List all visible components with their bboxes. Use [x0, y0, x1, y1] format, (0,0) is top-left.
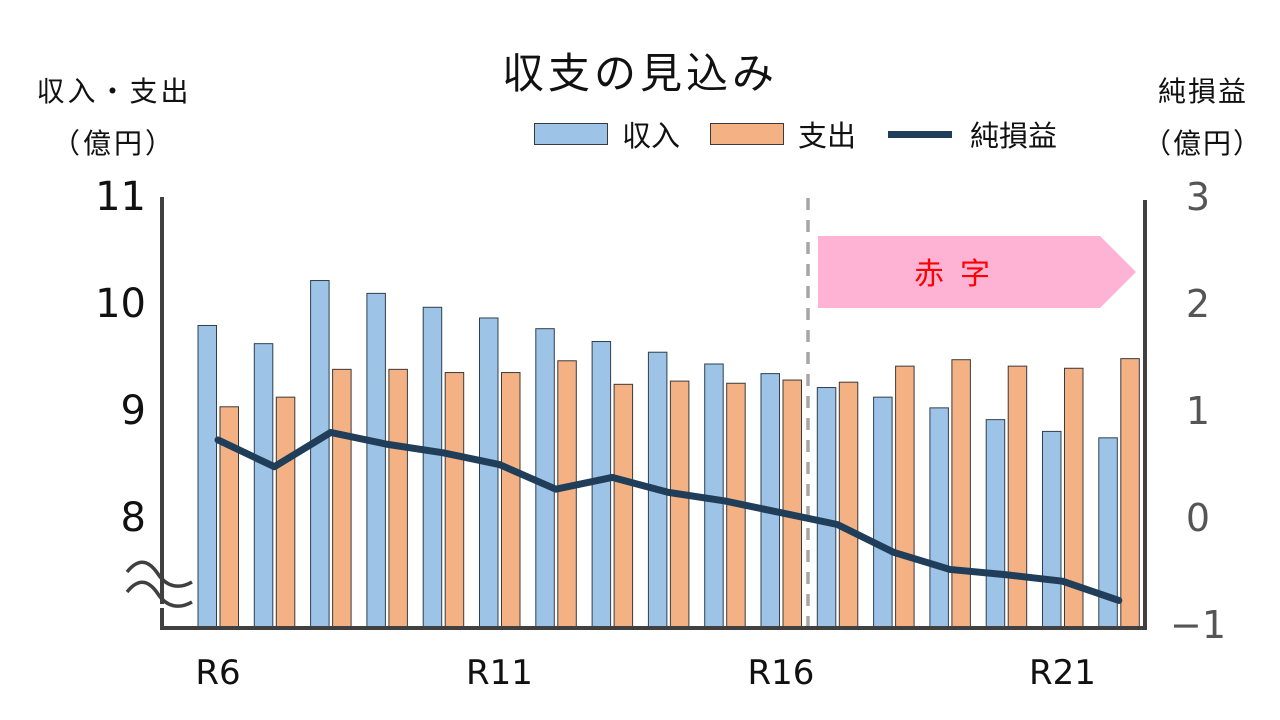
legend-item-net: 純損益 [886, 113, 1057, 155]
right-axis-label-line1: 純損益 [1157, 75, 1248, 108]
chart-title: 収支の見込み [501, 49, 778, 98]
bar-revenue [816, 387, 837, 629]
legend-item-revenue: 収入 [534, 113, 680, 155]
right-axis-tick-label: 1 [1186, 389, 1210, 433]
bar-expense [1120, 358, 1140, 629]
bar-expense [444, 372, 465, 629]
x-axis-tick-label: R11 [466, 653, 533, 693]
bar-expense [557, 360, 577, 629]
bar-expense [895, 365, 915, 629]
bar-expense [1007, 365, 1028, 629]
legend-label-revenue: 収入 [622, 119, 681, 153]
bar-revenue [985, 419, 1006, 629]
bar-revenue [366, 292, 386, 629]
legend-line-net [888, 130, 953, 138]
bar-expense [275, 396, 296, 629]
bar-revenue [253, 343, 274, 629]
right-axis-label: 純損益 （億円） [1128, 66, 1278, 170]
left-axis-tick-label: 8 [121, 495, 146, 541]
right-axis-tick-label: 3 [1186, 175, 1210, 219]
bar-expense [613, 383, 634, 629]
bar-revenue [873, 396, 893, 629]
bar-revenue [479, 317, 499, 629]
bar-expense [782, 379, 802, 629]
left-axis-label-line2: （億円） [51, 127, 176, 160]
legend-label-expense: 支出 [798, 119, 857, 153]
left-axis-label-line1: 収入・支出 [36, 75, 192, 108]
deficit-label: 赤字 [914, 257, 1006, 292]
x-axis-tick-label: R6 [195, 653, 240, 693]
x-axis-tick-label: R16 [748, 653, 815, 693]
bar-expense [838, 381, 859, 629]
deficit-arrow [818, 236, 1136, 308]
legend: 収入 支出 純損益 [534, 114, 1057, 154]
bar-revenue [422, 306, 443, 629]
bar-expense [669, 380, 690, 629]
left-axis-tick-label: 9 [121, 388, 146, 434]
legend-swatch-expense [710, 123, 785, 145]
bar-revenue [310, 280, 330, 629]
right-axis-label-line2: （億円） [1142, 127, 1263, 160]
bar-revenue [760, 373, 780, 629]
legend-item-expense: 支出 [710, 113, 856, 155]
right-axis-tick-label: 2 [1186, 282, 1210, 326]
axis-break-icon [125, 560, 193, 588]
bar-expense [388, 368, 408, 629]
left-axis-tick-label: 11 [95, 174, 146, 220]
axis-break-icon [125, 580, 193, 608]
left-axis-tick-label: 10 [95, 281, 146, 327]
bar-expense [332, 368, 352, 629]
legend-label-net: 純損益 [970, 119, 1058, 153]
x-axis-tick-label: R21 [1029, 653, 1096, 693]
left-axis-label: 収入・支出 （億円） [14, 66, 214, 170]
net-income-line [214, 428, 1123, 604]
legend-swatch-revenue [534, 123, 608, 145]
bar-revenue [591, 341, 612, 629]
bar-expense [501, 372, 521, 629]
bar-revenue [929, 407, 949, 629]
right-axis-tick-label: −1 [1170, 603, 1226, 647]
right-axis-tick-label: 0 [1186, 496, 1210, 540]
bar-revenue [197, 324, 217, 629]
bar-revenue [1042, 430, 1062, 629]
bar-expense [951, 359, 971, 629]
